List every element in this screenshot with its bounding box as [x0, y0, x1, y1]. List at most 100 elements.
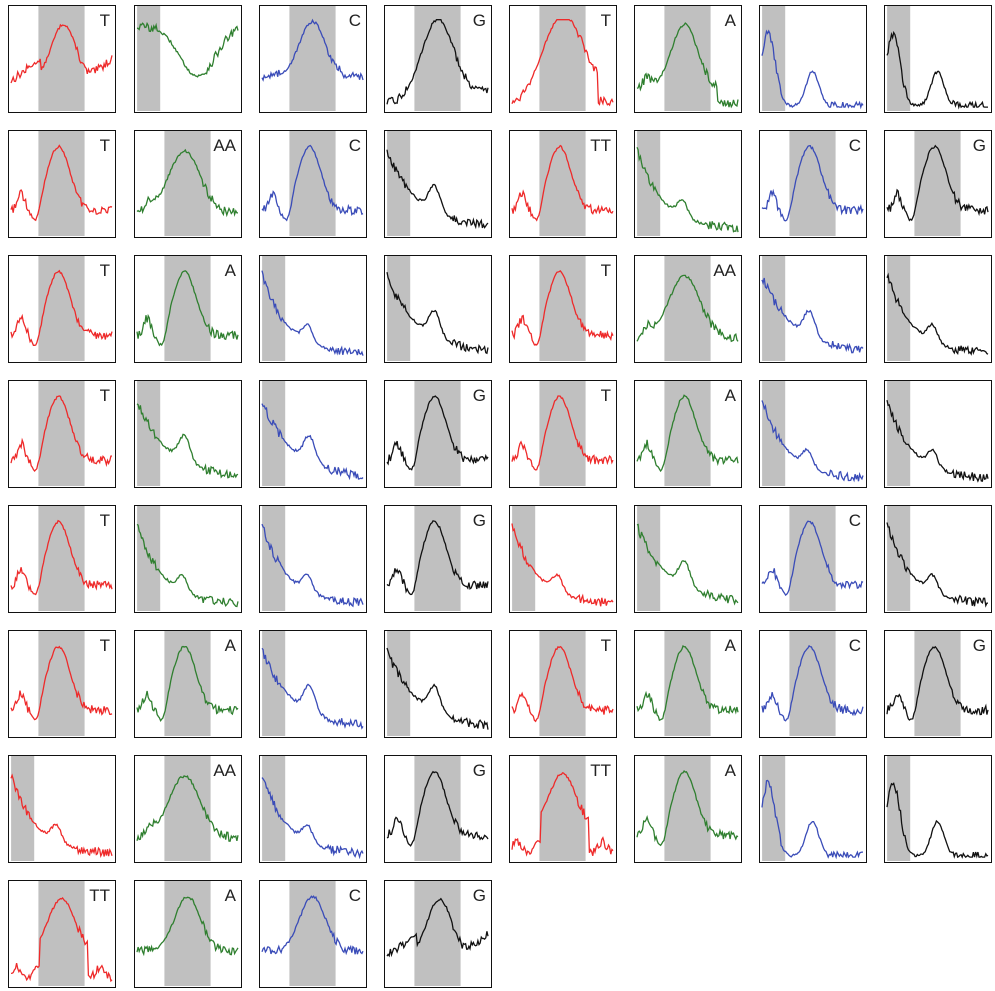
trace-panel: TT	[8, 880, 116, 988]
shaded-window	[539, 381, 586, 486]
shaded-window	[762, 756, 786, 861]
shaded-window	[137, 6, 161, 111]
trace-plot	[761, 506, 864, 611]
trace-panel: G	[384, 5, 492, 113]
shaded-window	[387, 131, 411, 236]
trace-plot	[761, 131, 864, 236]
shaded-window	[762, 381, 786, 486]
shaded-window	[664, 631, 711, 736]
shaded-window	[164, 256, 211, 361]
trace-line	[386, 520, 489, 596]
trace-plot	[261, 381, 364, 486]
trace-line	[886, 144, 989, 222]
trace-plot	[386, 506, 489, 611]
trace-line	[261, 777, 364, 860]
trace-line	[511, 144, 614, 222]
trace-line	[261, 647, 364, 730]
trace-plot	[136, 506, 239, 611]
trace-panel: C	[259, 5, 367, 113]
base-call-label: A	[223, 261, 237, 280]
shaded-window	[137, 506, 161, 611]
trace-panel: AA	[134, 130, 242, 238]
trace-line	[261, 18, 364, 82]
base-call-label: T	[98, 636, 111, 655]
trace-panel: T	[509, 255, 617, 363]
shaded-window	[637, 131, 661, 236]
shaded-window	[262, 631, 286, 736]
trace-plot	[636, 506, 739, 611]
base-call-label: TT	[589, 136, 612, 155]
shaded-window	[887, 506, 911, 611]
trace-panel	[384, 130, 492, 238]
trace-line	[10, 897, 113, 983]
trace-panel: A	[134, 255, 242, 363]
trace-plot	[636, 256, 739, 361]
trace-line	[636, 645, 739, 722]
trace-panel: A	[634, 630, 742, 738]
trace-panel	[884, 255, 992, 363]
trace-panel: A	[134, 880, 242, 988]
trace-plot	[136, 256, 239, 361]
trace-plot	[761, 756, 863, 861]
trace-line	[886, 399, 989, 483]
shaded-window	[539, 256, 586, 361]
trace-panel: C	[759, 505, 867, 613]
trace-panel: C	[759, 630, 867, 738]
trace-panel	[759, 5, 867, 113]
trace-line	[386, 149, 489, 230]
trace-panel: T	[8, 255, 116, 363]
trace-line	[136, 645, 239, 723]
base-call-label: A	[723, 11, 737, 30]
shaded-window	[539, 631, 586, 736]
trace-line	[511, 523, 614, 607]
trace-panel: G	[384, 380, 492, 488]
trace-panel	[134, 380, 242, 488]
trace-panel	[134, 5, 242, 113]
trace-panel: T	[8, 630, 116, 738]
trace-line	[10, 144, 113, 222]
trace-line	[636, 394, 739, 473]
trace-line	[136, 523, 239, 608]
shaded-window	[539, 6, 586, 111]
shaded-window	[887, 6, 911, 111]
base-call-label: G	[971, 136, 987, 155]
shaded-window	[387, 256, 411, 361]
base-call-label: TT	[589, 761, 612, 780]
trace-panel	[884, 380, 992, 488]
trace-line	[386, 770, 489, 847]
trace-line	[636, 274, 739, 343]
trace-panel: G	[884, 630, 992, 738]
trace-panel: A	[634, 380, 742, 488]
shaded-window	[164, 631, 211, 736]
trace-plot	[511, 256, 614, 361]
trace-plot	[886, 631, 989, 736]
trace-panel: TT	[509, 755, 617, 863]
trace-line	[261, 144, 364, 222]
shaded-window	[887, 256, 911, 361]
shaded-window	[289, 881, 336, 986]
base-call-label: AA	[212, 136, 237, 155]
base-call-label: T	[98, 11, 111, 30]
trace-line	[261, 523, 364, 608]
shaded-window	[664, 6, 711, 111]
trace-plot	[761, 381, 864, 486]
trace-plot	[886, 381, 989, 486]
trace-plot	[886, 506, 988, 611]
shaded-window	[887, 381, 911, 486]
trace-line	[261, 270, 364, 356]
trace-panel: G	[884, 130, 992, 238]
trace-panel	[634, 505, 742, 613]
base-call-label: T	[599, 386, 612, 405]
trace-line	[386, 897, 489, 958]
trace-line	[261, 895, 364, 956]
trace-panel: A	[634, 755, 742, 863]
shaded-window	[539, 131, 586, 236]
trace-panel: T	[8, 380, 116, 488]
trace-panel	[259, 380, 367, 488]
trace-line	[10, 23, 113, 84]
trace-plot	[511, 631, 614, 736]
trace-plot	[136, 6, 239, 111]
base-call-label: T	[98, 386, 111, 405]
base-call-label: T	[98, 136, 111, 155]
trace-line	[636, 769, 739, 847]
